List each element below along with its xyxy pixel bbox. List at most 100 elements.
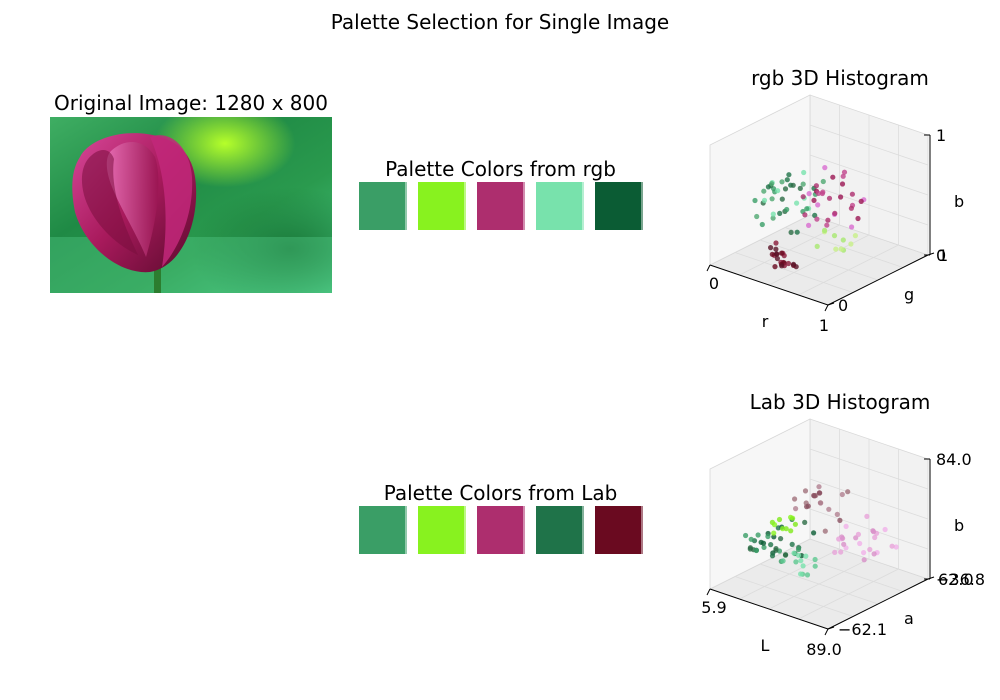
lab-point-88 [776, 516, 783, 523]
lab-point-37 [834, 511, 840, 517]
rgb-point-5 [774, 255, 780, 262]
lab-y-tick-label-0: −62.1 [838, 620, 887, 639]
rgb-point-43 [759, 221, 765, 228]
lab-grid [798, 568, 899, 620]
lab-point-18 [748, 536, 754, 542]
lab-x-tick [824, 628, 829, 636]
rgb-point-86 [802, 212, 808, 218]
lab-point-94 [800, 563, 806, 569]
lab-point-54 [811, 493, 818, 499]
swatch-edge [582, 182, 584, 230]
lab-point-6 [755, 532, 761, 538]
rgb-x-axis-label: r [762, 312, 769, 331]
rgb-point-65 [855, 215, 861, 222]
lab-point-7 [760, 540, 767, 546]
rgb-point-64 [806, 191, 812, 197]
lab-point-32 [769, 553, 776, 559]
lab-point-79 [832, 549, 838, 555]
rgb-point-54 [784, 177, 790, 183]
lab-point-62 [893, 544, 899, 550]
rgb-point-30 [761, 188, 767, 194]
swatch-edge [641, 182, 643, 230]
swatch-edge [641, 506, 643, 554]
rgb-point-32 [797, 185, 803, 191]
palette-lab-swatch-3 [477, 506, 525, 554]
rgb-point-97 [822, 227, 828, 233]
rgb-point-41 [770, 211, 776, 217]
palette-rgb-swatch-5 [595, 182, 643, 230]
lab-point-70 [855, 531, 861, 537]
lab-point-4 [768, 542, 774, 548]
lab-point-67 [864, 513, 870, 519]
rgb-point-57 [782, 186, 789, 192]
lab-point-51 [837, 517, 843, 523]
lab-histogram-title: Lab 3D Histogram [749, 390, 931, 414]
lab-point-92 [791, 550, 797, 556]
rgb-grid [798, 244, 899, 296]
lab-point-93 [804, 572, 811, 578]
rgb-x-tick [824, 304, 829, 312]
lab-point-71 [882, 526, 888, 533]
lab-point-22 [753, 547, 759, 554]
lab-point-9 [802, 519, 808, 525]
rgb-point-92 [848, 241, 854, 247]
lab-x-tick-label-0: 5.9 [701, 598, 726, 617]
rgb-point-81 [811, 197, 817, 203]
rgb-point-74 [800, 194, 806, 200]
lab-point-24 [775, 525, 781, 531]
rgb-point-20 [790, 261, 797, 267]
lab-y-axis-label: a [904, 609, 914, 628]
lab-point-99 [793, 559, 799, 565]
rgb-point-62 [849, 191, 855, 197]
rgb-point-56 [801, 169, 807, 176]
swatch-edge [405, 506, 407, 554]
palette-lab-swatch-4 [536, 506, 584, 554]
rgb-grid [809, 154, 929, 196]
original-image [50, 117, 332, 293]
rgb-point-47 [790, 182, 796, 188]
lab-point-97 [812, 556, 818, 563]
rgb-point-8 [768, 245, 774, 251]
rgb-point-25 [820, 178, 826, 185]
rgb-point-45 [769, 196, 775, 202]
swatch-edge [523, 506, 525, 554]
palette-lab-swatch-1 [359, 506, 407, 554]
rgb-point-96 [833, 246, 839, 252]
rgb-point-34 [794, 229, 800, 235]
rgb-point-9 [769, 251, 775, 257]
rgb-point-91 [820, 189, 826, 195]
palette-rgb-swatch-3 [477, 182, 525, 230]
rgb-point-60 [769, 181, 775, 187]
lab-3d-histogram: 5.9 89.0 L −62.1 62.0 a −36.8 84.0 b [701, 418, 985, 659]
rgb-point-66 [825, 217, 831, 223]
swatch-edge [464, 506, 466, 554]
rgb-point-100 [838, 246, 844, 252]
lab-point-25 [778, 536, 784, 542]
lab-z-axis-label: b [954, 516, 964, 535]
swatch-edge [582, 506, 584, 554]
lab-point-49 [826, 506, 832, 512]
rgb-y-axis-label: g [904, 285, 914, 304]
lab-grid [759, 563, 879, 605]
rgb-point-23 [784, 206, 790, 213]
figure-title: Palette Selection for Single Image [330, 10, 670, 34]
rgb-x-tick-label-0: 0 [709, 274, 719, 293]
lab-point-81 [771, 522, 778, 528]
rgb-point-78 [832, 210, 838, 216]
rgb-point-87 [841, 169, 848, 175]
rgb-point-37 [788, 229, 794, 235]
rgb-point-18 [772, 264, 778, 270]
rgb-point-67 [824, 222, 830, 228]
lab-point-52 [793, 506, 799, 512]
lab-point-82 [792, 521, 798, 527]
rgb-point-79 [814, 216, 820, 222]
rgb-point-101 [814, 243, 820, 249]
rgb-point-44 [777, 210, 783, 216]
rgb-point-90 [848, 205, 854, 211]
palette-lab-title: Palette Colors from Lab [383, 481, 618, 505]
rgb-point-35 [779, 179, 785, 185]
rgb-histogram-title: rgb 3D Histogram [751, 66, 929, 90]
rgb-point-14 [774, 251, 780, 257]
rgb-point-93 [831, 233, 838, 239]
